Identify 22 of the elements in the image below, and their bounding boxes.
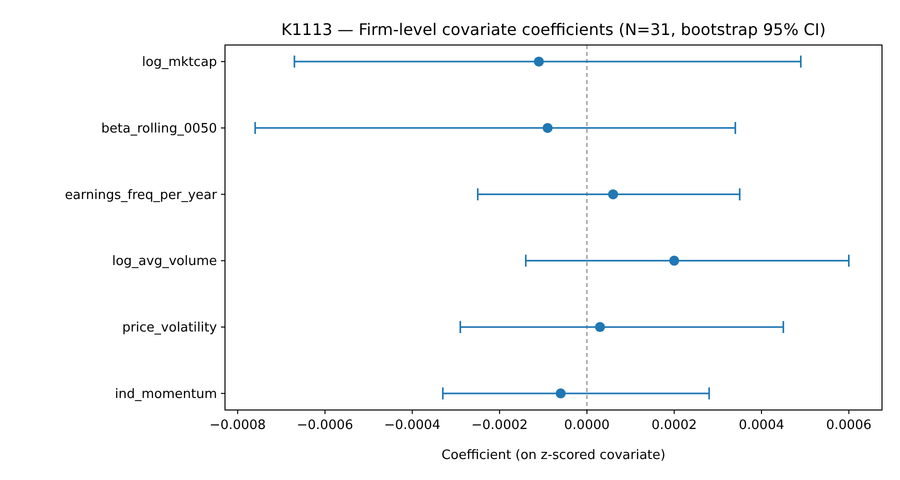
x-tick-label: 0.0004 xyxy=(738,418,784,433)
x-tick-label: −0.0004 xyxy=(384,418,440,433)
chart-title: K1113 — Firm-level covariate coefficients (N=31, bootstrap 95% CI) xyxy=(281,20,826,39)
point xyxy=(542,122,553,133)
point xyxy=(534,56,544,67)
y-tick-label: beta_rolling_0050 xyxy=(101,122,217,137)
x-tick-label: −0.0002 xyxy=(471,418,528,433)
y-tick-label: price_volatility xyxy=(122,320,218,336)
x-tick-label: 0.0006 xyxy=(826,418,872,433)
x-tick-label: −0.0006 xyxy=(296,418,354,433)
y-tick-label: earnings_freq_per_year xyxy=(64,188,218,203)
point xyxy=(556,388,566,398)
x-tick-label: 0.0000 xyxy=(564,418,610,433)
y-tick-label: log_mktcap xyxy=(142,55,217,70)
x-tick-label: 0.0002 xyxy=(651,418,697,433)
y-tick-label: log_avg_volume xyxy=(112,254,217,270)
x-axis-title: Coefficient (on z-scored covariate) xyxy=(442,448,666,463)
x-tick-label: −0.0008 xyxy=(209,418,266,433)
point xyxy=(594,322,605,332)
y-tick-label: ind_momentum xyxy=(114,386,217,402)
point xyxy=(669,256,680,266)
point xyxy=(608,189,618,200)
